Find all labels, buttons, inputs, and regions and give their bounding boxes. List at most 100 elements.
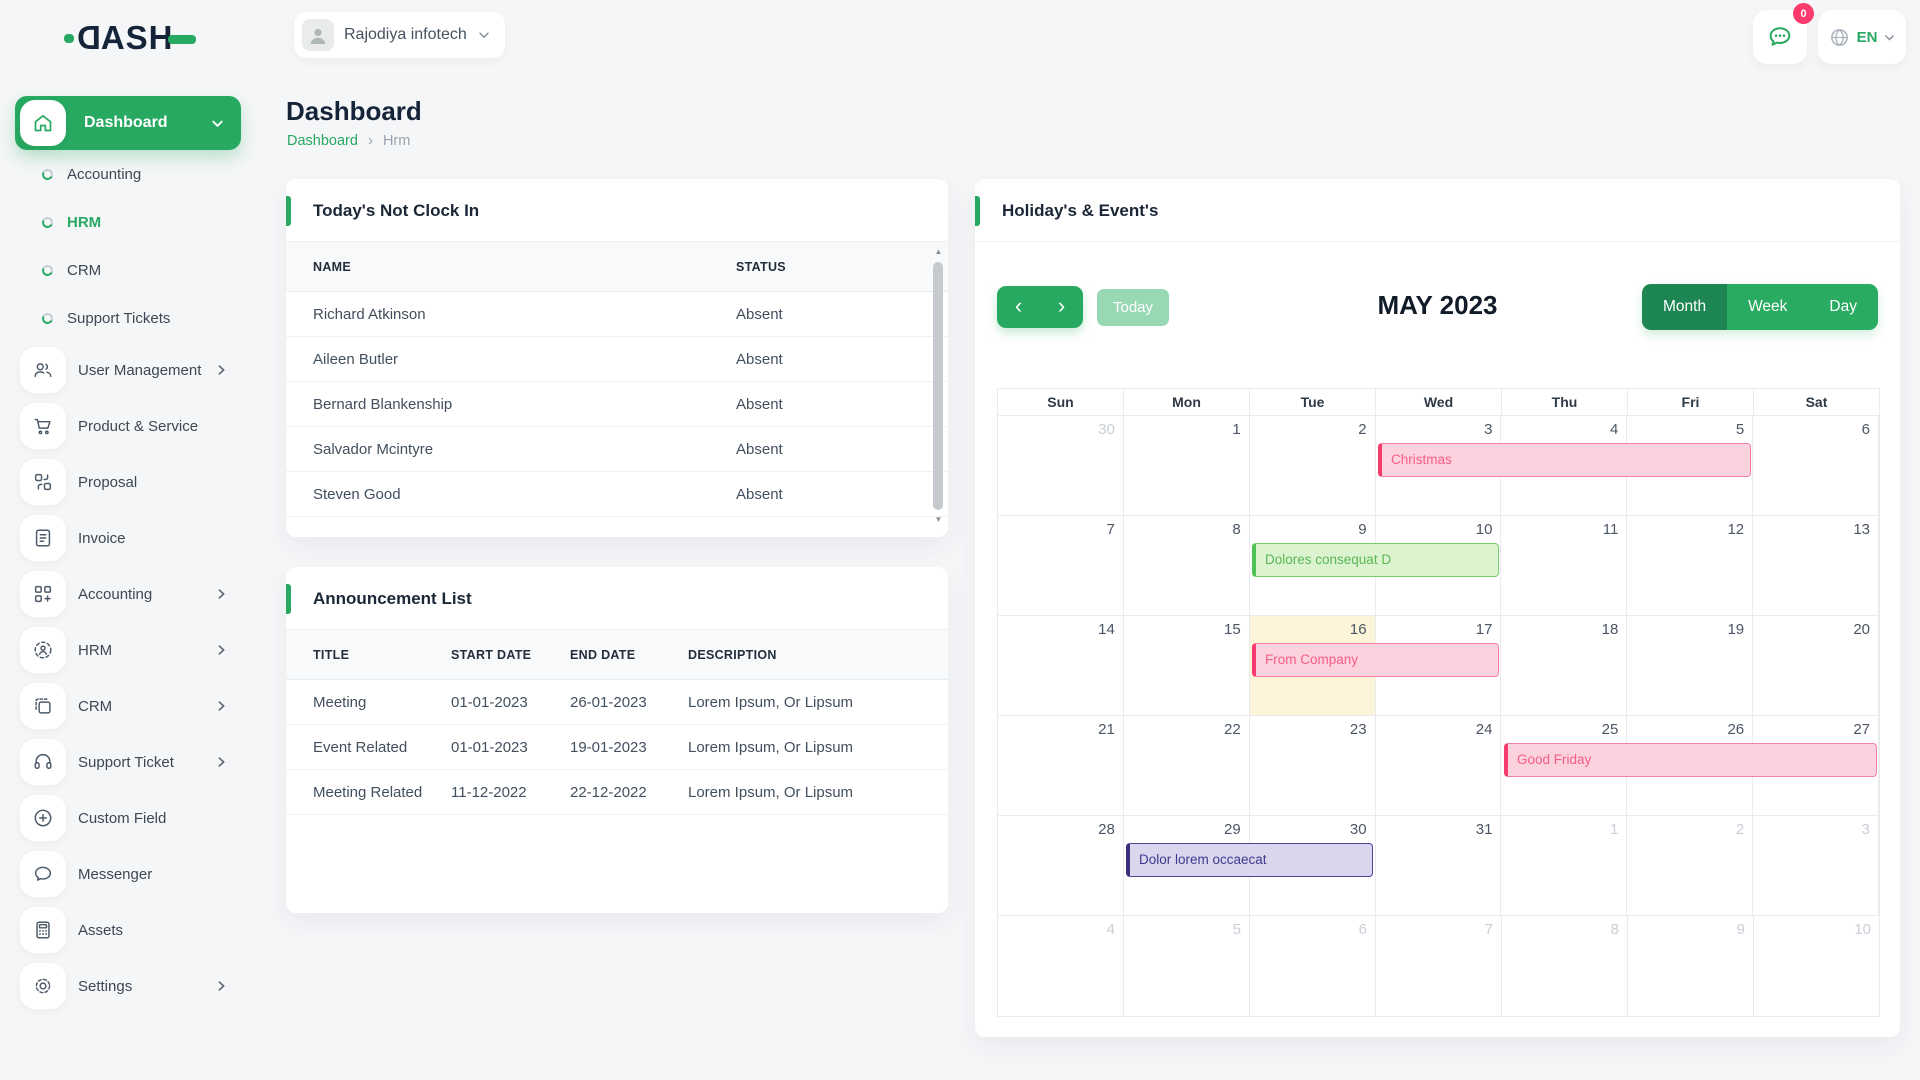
sidebar-item-assets[interactable]: Assets [0,907,268,953]
calendar-event[interactable]: Good Friday [1504,743,1877,777]
view-week-button[interactable]: Week [1727,284,1809,330]
calendar-day-cell[interactable]: 10 [1754,916,1879,1016]
breadcrumb-dashboard-link[interactable]: Dashboard [287,132,358,149]
sidebar: Dashboard Accounting HRM CRM Support Tic… [0,72,280,1080]
sidebar-item-support-ticket[interactable]: Support Ticket [0,739,268,785]
calendar-day-cell[interactable]: 14 [998,616,1124,716]
sidebar-subitem-hrm[interactable]: HRM [0,202,260,242]
sidebar-subitem-accounting[interactable]: Accounting [0,154,260,194]
calendar-event[interactable]: Dolores consequat D [1252,543,1499,577]
day-number: 23 [1349,721,1367,738]
day-header-sun: Sun [998,389,1124,416]
calendar-day-cell[interactable]: 8 [1502,916,1628,1016]
calendar-day-cell[interactable]: 10 [1375,516,1502,616]
sidebar-subitem-support-tickets[interactable]: Support Tickets [0,298,260,338]
company-selector[interactable]: Rajodiya infotech [294,12,505,58]
today-button[interactable]: Today [1097,289,1170,326]
day-number: 2 [1358,421,1367,438]
calendar-day-cell[interactable]: 19 [1627,616,1754,716]
sidebar-item-accounting[interactable]: Accounting [0,571,268,617]
next-month-button[interactable]: › [1057,292,1066,318]
scrollbar-thumb[interactable] [933,262,943,510]
calendar-event[interactable]: Christmas [1378,443,1751,477]
crm-icon [20,683,66,729]
sidebar-item-crm[interactable]: CRM [0,683,268,729]
sidebar-item-settings[interactable]: Settings [0,963,268,1009]
day-number: 8 [1610,921,1619,938]
announcement-title: Meeting [313,693,367,711]
calendar-day-cell[interactable]: 3 [1753,816,1880,916]
calendar-day-cell[interactable]: 30 [1249,816,1376,916]
sidebar-item-label: Invoice [78,529,126,547]
calendar-card-title: Holiday's & Event's [1002,201,1159,220]
calendar-day-cell[interactable]: 2 [1627,816,1754,916]
calendar-day-cell[interactable]: 30 [998,416,1124,516]
calendar-day-cell[interactable]: 4 [998,916,1124,1016]
sidebar-item-product-service[interactable]: Product & Service [0,403,268,449]
sidebar-item-messenger[interactable]: Messenger [0,851,268,897]
sidebar-subitem-crm[interactable]: CRM [0,250,260,290]
calendar-day-cell[interactable]: 28 [998,816,1124,916]
day-number: 5 [1232,921,1241,938]
scroll-down-icon[interactable]: ▼ [934,515,943,524]
calendar-nav: ‹ › [997,286,1083,328]
calendar-day-cell[interactable]: 12 [1627,516,1754,616]
calendar-day-cell[interactable]: 2 [1249,416,1376,516]
calendar-day-cell[interactable]: 7 [998,516,1124,616]
sidebar-item-dashboard[interactable]: Dashboard [15,96,241,150]
prev-month-button[interactable]: ‹ [1014,292,1023,318]
accounting-icon [20,571,66,617]
day-number: 5 [1735,421,1745,438]
view-month-button[interactable]: Month [1641,284,1728,330]
view-day-button[interactable]: Day [1808,284,1878,330]
day-header-mon: Mon [1124,389,1250,416]
calendar-day-cell[interactable]: 27 [1753,716,1880,816]
calendar-day-cell[interactable]: 1 [1501,816,1628,916]
language-selector[interactable]: EN [1818,10,1906,64]
sidebar-item-label: Assets [78,921,124,939]
calendar-event[interactable]: Dolor lorem occaecat [1126,843,1373,877]
day-number: 3 [1861,821,1871,838]
calendar-event[interactable]: From Company [1252,643,1499,677]
clockin-table-row: Bernard Blankenship Absent [286,382,948,427]
calendar-day-cell[interactable]: 5 [1627,416,1754,516]
table-scrollbar[interactable]: ▲ ▼ [932,245,945,527]
calendar-day-cell[interactable]: 15 [1123,616,1250,716]
day-number: 27 [1853,721,1871,738]
day-number: 9 [1358,521,1367,538]
topbar: DASH Rajodiya infotech 0 EN [0,0,1920,72]
calendar-day-cell[interactable]: 1 [1123,416,1250,516]
calendar-day-cell[interactable]: 6 [1250,916,1376,1016]
calendar-day-cell[interactable]: 8 [1123,516,1250,616]
calendar-day-cell[interactable]: 22 [1123,716,1250,816]
messages-button[interactable]: 0 [1753,3,1814,64]
sidebar-item-hrm[interactable]: HRM [0,627,268,673]
calendar-day-cell[interactable]: 6 [1753,416,1880,516]
calendar-day-cell[interactable]: 21 [998,716,1124,816]
col-header-name: NAME [313,259,352,274]
calendar-day-cell[interactable]: 13 [1753,516,1880,616]
calendar-day-cell[interactable]: 18 [1501,616,1628,716]
calendar-day-cell[interactable]: 9 [1628,916,1754,1016]
day-header-thu: Thu [1502,389,1628,416]
day-header-fri: Fri [1628,389,1754,416]
calendar-day-cell[interactable]: 11 [1501,516,1628,616]
sidebar-item-proposal[interactable]: Proposal [0,459,268,505]
calendar-card: Holiday's & Event's ‹ › Today MAY 2023 M… [975,179,1900,1037]
employee-name: Richard Atkinson [313,305,426,323]
dash-logo: DASH [64,19,196,56]
calendar-day-cell[interactable]: 17 [1375,616,1502,716]
sidebar-item-custom-field[interactable]: Custom Field [0,795,268,841]
calendar-day-cell[interactable]: 20 [1753,616,1880,716]
calendar-day-cell[interactable]: 23 [1249,716,1376,816]
day-number: 26 [1727,721,1745,738]
calendar-week-row: 28 29 30 31 1 2 3 Dolor lorem occaecat [998,816,1880,916]
calendar-day-cell[interactable]: 31 [1375,816,1502,916]
scroll-up-icon[interactable]: ▲ [934,247,943,256]
calendar-day-cell[interactable]: 24 [1375,716,1502,816]
sidebar-item-user-management[interactable]: User Management [0,347,268,393]
sidebar-item-invoice[interactable]: Invoice [0,515,268,561]
bullet-icon [40,166,55,182]
calendar-day-cell[interactable]: 5 [1124,916,1250,1016]
calendar-day-cell[interactable]: 7 [1376,916,1502,1016]
